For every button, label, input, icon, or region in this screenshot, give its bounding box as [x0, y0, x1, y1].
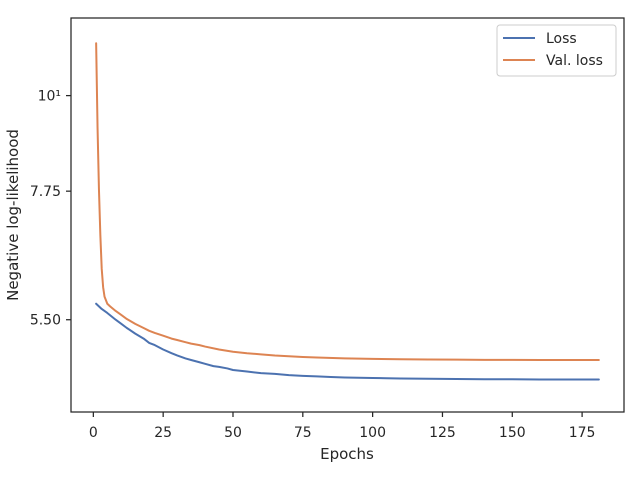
x-tick-label: 175 — [569, 425, 596, 441]
x-tick-label: 125 — [429, 425, 456, 441]
x-axis-label: Epochs — [320, 445, 374, 463]
legend: Loss Val. loss — [496, 24, 617, 77]
x-tick-label: 150 — [499, 425, 526, 441]
series-line-val-loss — [95, 42, 600, 361]
y-tick-label: 10¹ — [38, 89, 61, 105]
x-tick-label: 75 — [294, 425, 312, 441]
x-tick-label: 25 — [154, 425, 172, 441]
series-line-loss — [95, 302, 600, 381]
series-layer — [95, 42, 600, 381]
y-axis-label: Negative log-likelihood — [4, 129, 22, 301]
legend-label-val-loss: Val. loss — [546, 53, 603, 69]
x-axis-ticks: 0 25 50 75 100 125 150 175 — [89, 412, 596, 441]
x-tick-label: 0 — [89, 425, 98, 441]
y-tick-label: 7.75 — [30, 184, 61, 200]
y-tick-label: 5.50 — [30, 313, 61, 329]
x-tick-label: 100 — [359, 425, 386, 441]
y-axis-ticks: 5.50 7.75 10¹ — [30, 89, 71, 329]
legend-label-loss: Loss — [546, 31, 577, 47]
plot-frame — [70, 17, 625, 413]
x-tick-label: 50 — [224, 425, 242, 441]
